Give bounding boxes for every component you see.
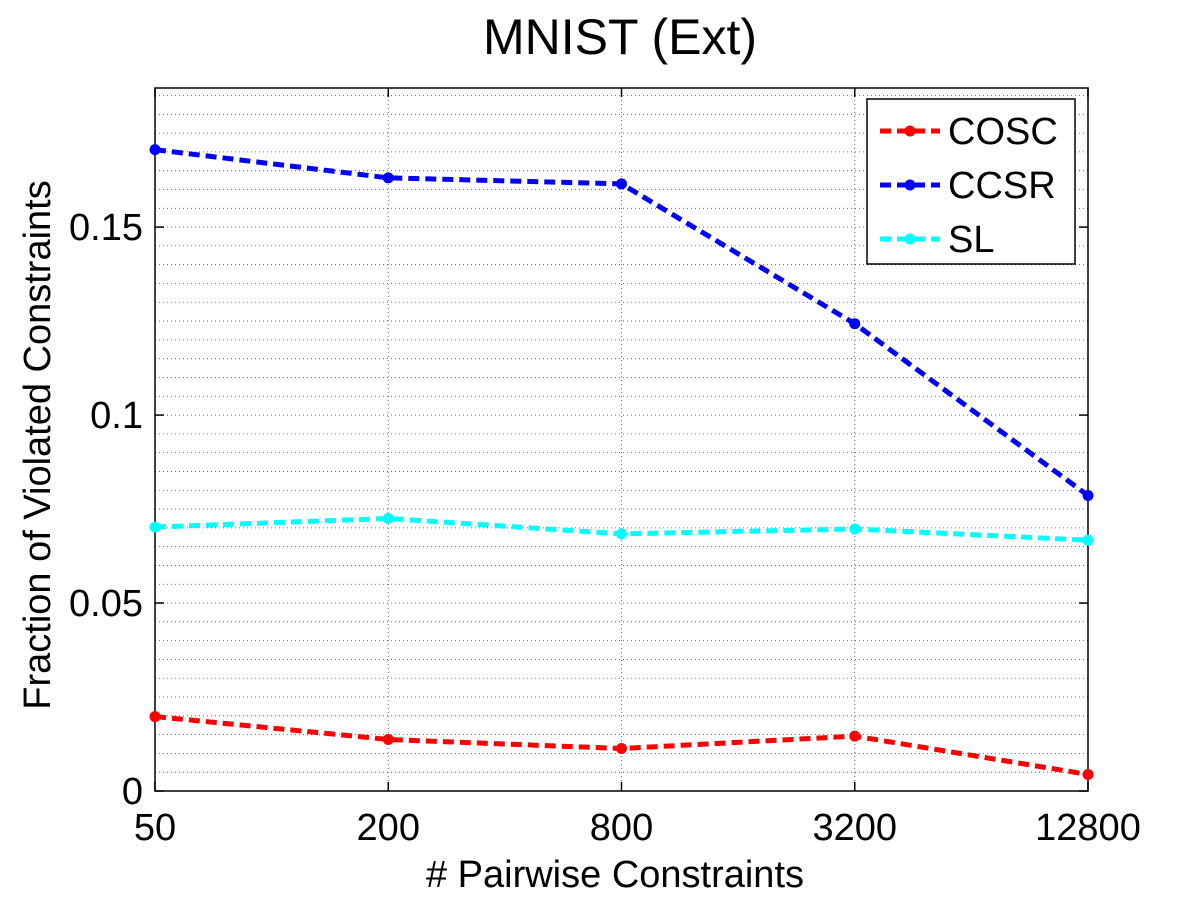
x-tick-label: 50 <box>134 807 176 849</box>
data-point-cosc <box>849 730 861 742</box>
legend-marker-ccsr <box>904 179 916 191</box>
data-point-ccsr <box>149 144 161 156</box>
y-axis-label: Fraction of Violated Constraints <box>17 180 59 709</box>
data-point-cosc <box>616 743 627 755</box>
x-axis-label: # Pairwise Constraints <box>426 854 804 896</box>
data-point-sl <box>849 523 861 535</box>
axis-ticks: 0 0.05 0.1 0.15 50 200 800 3200 12800 <box>69 88 1141 849</box>
legend-label-ccsr: CCSR <box>948 165 1056 207</box>
data-point-sl <box>1082 534 1094 546</box>
x-tick-label: 12800 <box>1035 807 1141 849</box>
x-tick-label: 3200 <box>812 807 897 849</box>
legend-marker-cosc <box>904 125 916 137</box>
data-point-ccsr <box>616 178 627 190</box>
data-point-ccsr <box>849 318 861 330</box>
legend-marker-sl <box>904 233 916 245</box>
x-tick-label: 800 <box>590 807 653 849</box>
x-tick-label: 200 <box>357 807 420 849</box>
data-point-cosc <box>382 733 394 745</box>
data-point-ccsr <box>382 172 394 184</box>
data-point-sl <box>382 512 394 524</box>
legend-label-cosc: COSC <box>948 111 1058 153</box>
data-point-cosc <box>149 711 161 723</box>
data-point-sl <box>616 528 627 540</box>
legend: COSC CCSR SL <box>866 98 1076 265</box>
series <box>149 144 1094 780</box>
chart-title: MNIST (Ext) <box>483 9 757 65</box>
y-tick-label: 0.05 <box>69 583 143 625</box>
data-point-sl <box>149 521 161 533</box>
y-tick-label: 0.15 <box>69 207 143 249</box>
data-point-cosc <box>1082 768 1094 780</box>
legend-label-sl: SL <box>948 219 994 261</box>
y-tick-label: 0 <box>122 771 143 813</box>
y-tick-label: 0.1 <box>90 395 143 437</box>
data-point-ccsr <box>1082 490 1094 502</box>
